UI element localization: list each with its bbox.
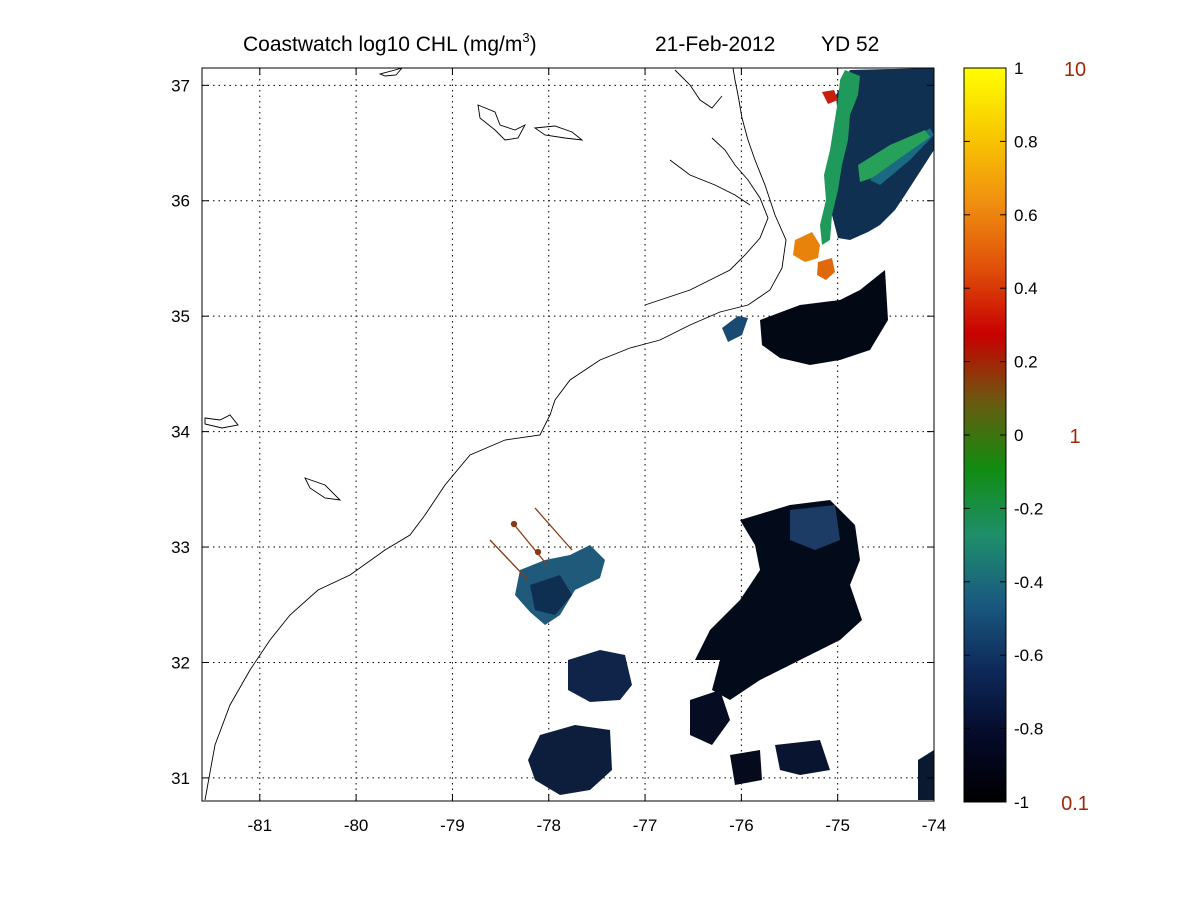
coastline-pamlico-inner <box>644 137 769 306</box>
track-arrow-2 <box>511 521 549 567</box>
colorbar-tick-label: 0.2 <box>1014 353 1038 372</box>
colorbar-linear-label: 1 <box>1069 426 1080 448</box>
map-axes: -81 -80 -79 -78 -77 -76 -75 -74 31 32 33 34 35 36 37 <box>171 67 947 835</box>
title-date: 21-Feb-2012 <box>655 33 775 56</box>
chl-patch-south-4 <box>775 740 830 775</box>
track-arrow-1 <box>489 539 529 581</box>
longitude-ticks: -81 -80 -79 -78 -77 -76 -75 -74 <box>248 68 947 835</box>
coastline-lake-2 <box>533 125 584 141</box>
chl-patch-southwest-1 <box>568 650 632 702</box>
title-yearday: YD 52 <box>821 33 879 56</box>
track-marker-1 <box>510 520 518 528</box>
lon-tick-label: -74 <box>922 816 947 835</box>
track-marker-2 <box>534 548 542 556</box>
colorbar-tick-label: -1 <box>1014 793 1029 812</box>
chl-patch-shelf-green <box>820 70 860 245</box>
colorbar-tick-label: -0.6 <box>1014 646 1043 665</box>
coastline-lake-4 <box>204 414 239 429</box>
colorbar-tick-label: -0.8 <box>1014 720 1043 739</box>
colorbar-linear-labels: 0.1 1 10 <box>1061 59 1089 815</box>
coastline-lake-1 <box>477 104 527 141</box>
title-superscript: 3 <box>522 30 529 45</box>
lat-tick-label: 33 <box>171 538 190 557</box>
colorbar-tick-label: 0.4 <box>1014 279 1038 298</box>
latitude-ticks: 31 32 33 34 35 36 37 <box>171 76 934 788</box>
chlorophyll-patches <box>515 68 934 800</box>
lat-tick-label: 35 <box>171 307 190 326</box>
coastline-chesapeake <box>674 69 723 109</box>
svg-text:Coastwatch log10 CHL (mg/m3): Coastwatch log10 CHL (mg/m3) <box>243 30 537 56</box>
lat-tick-label: 37 <box>171 76 190 95</box>
colorbar-tick-label: 1 <box>1014 59 1023 78</box>
colorbar-tick-label: -0.4 <box>1014 573 1043 592</box>
chl-patch-south-2 <box>690 690 730 745</box>
colorbar-tick-label: 0.8 <box>1014 132 1038 151</box>
lon-tick-label: -75 <box>825 816 850 835</box>
chl-patch-hatteras-dark <box>760 270 888 365</box>
chl-patch-south-3 <box>730 750 762 785</box>
coastline-mainland <box>204 68 787 801</box>
lat-tick-label: 31 <box>171 769 190 788</box>
chl-patch-hatteras-blue <box>722 316 748 342</box>
colorbar-tick-label: 0.6 <box>1014 206 1038 225</box>
colorbar-gradient <box>963 67 1007 803</box>
lat-tick-label: 32 <box>171 653 190 672</box>
chl-patch-south-blue <box>790 505 840 550</box>
lon-tick-label: -79 <box>440 816 465 835</box>
lon-tick-label: -80 <box>344 816 369 835</box>
chl-patch-red-north <box>822 90 838 104</box>
chl-patch-southwest-2 <box>528 725 612 795</box>
track-arrows <box>489 507 573 581</box>
coastline-lake-3 <box>304 477 342 501</box>
lat-tick-label: 34 <box>171 423 190 442</box>
coastline-albemarle <box>669 159 751 206</box>
colorbar: -1 -0.8 -0.6 -0.4 -0.2 0 0.2 0.4 0.6 0.8 1 0.1 1 10 <box>963 59 1089 815</box>
chl-patch-orange-2 <box>817 258 835 280</box>
coastline <box>204 68 787 801</box>
map-grid <box>202 68 935 801</box>
chl-patch-offshore-dark <box>530 575 572 615</box>
lon-tick-label: -78 <box>536 816 561 835</box>
lon-tick-label: -77 <box>633 816 658 835</box>
title-product: Coastwatch log10 CHL (mg/m <box>243 33 522 56</box>
colorbar-tick-label: 0 <box>1014 426 1023 445</box>
colorbar-linear-label: 0.1 <box>1061 793 1089 815</box>
lat-tick-label: 36 <box>171 192 190 211</box>
lon-tick-label: -81 <box>248 816 273 835</box>
chl-patch-gulfstream-south <box>695 500 862 700</box>
coastline-reservoir <box>378 68 403 77</box>
colorbar-linear-label: 10 <box>1064 59 1086 81</box>
map-title: Coastwatch log10 CHL (mg/m3) 21-Feb-2012… <box>243 30 879 56</box>
chl-patch-orange-1 <box>793 232 820 262</box>
chl-patch-shelf-green-2 <box>858 130 930 182</box>
chl-patch-southeast-edge <box>918 750 934 800</box>
colorbar-ticks: -1 -0.8 -0.6 -0.4 -0.2 0 0.2 0.4 0.6 0.8 1 <box>964 59 1043 812</box>
colorbar-tick-label: -0.2 <box>1014 499 1043 518</box>
track-arrow-3 <box>534 507 573 551</box>
title-close: ) <box>530 33 537 56</box>
map-frame <box>201 67 935 802</box>
lon-tick-label: -76 <box>729 816 754 835</box>
